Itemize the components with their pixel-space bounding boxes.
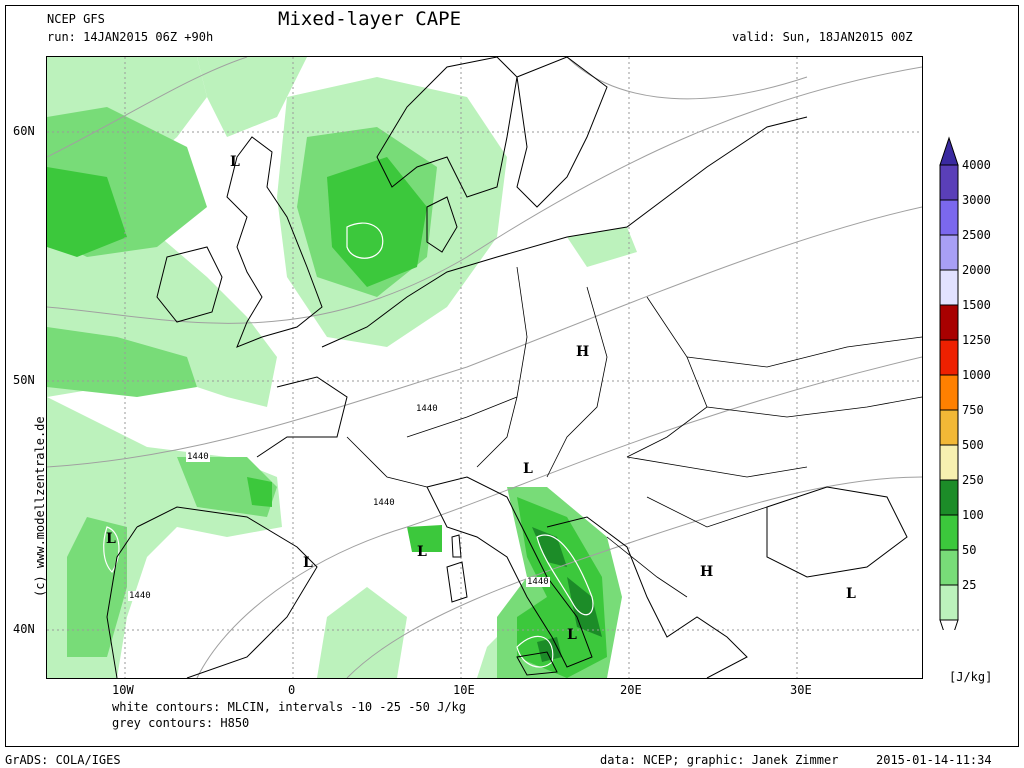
low-center: L: [230, 154, 240, 170]
lat-label-60n: 60N: [13, 124, 35, 138]
figure-frame: [5, 5, 1019, 747]
colorbar-swatch: [939, 514, 959, 551]
low-center: L: [567, 627, 577, 643]
mlcin-legend: white contours: MLCIN, intervals -10 -25…: [112, 700, 467, 714]
lat-label-50n: 50N: [13, 373, 35, 387]
colorbar-swatch: [939, 409, 959, 446]
colorbar-svg: [939, 136, 959, 630]
lat-lon-grid: [47, 57, 922, 678]
map-title: Mixed-layer CAPE: [278, 8, 462, 30]
low-center: L: [417, 544, 427, 560]
country-borders: [346, 266, 922, 598]
colorbar-swatch: [939, 339, 959, 376]
model-name: NCEP GFS: [47, 12, 105, 26]
h850-contours: [47, 57, 922, 678]
lon-label-20e: 20E: [620, 683, 642, 697]
lon-label-10w: 10W: [112, 683, 134, 697]
colorbar-swatch: [939, 549, 959, 586]
h850-legend: grey contours: H850: [112, 716, 250, 730]
colorbar-swatch: [939, 584, 959, 621]
contour-label: 1440: [526, 577, 550, 587]
valid-time: valid: Sun, 18JAN2015 00Z: [732, 30, 913, 44]
colorbar-label: 250: [962, 473, 984, 487]
colorbar-label: 1500: [962, 298, 991, 312]
colorbar-unit: [J/kg]: [949, 670, 993, 684]
contour-label: 1440: [186, 452, 210, 462]
colorbar-swatch: [939, 304, 959, 341]
contour-label: 1440: [415, 404, 439, 414]
colorbar-label: 25: [962, 578, 977, 592]
colorbar-swatch: [939, 374, 959, 411]
low-center: L: [303, 555, 313, 571]
colorbar-swatch: [939, 269, 959, 306]
colorbar-label: 100: [962, 508, 984, 522]
colorbar-swatch: [939, 164, 959, 201]
data-credit: data: NCEP; graphic: Janek Zimmer: [600, 753, 839, 767]
low-center: L: [846, 586, 856, 602]
high-center: H: [576, 344, 590, 360]
side-credit: (c) www.modellzentrale.de: [33, 416, 47, 597]
lon-label-10e: 10E: [453, 683, 475, 697]
low-center: L: [523, 461, 533, 477]
lon-label-0: 0: [288, 683, 296, 697]
colorbar-label: 2500: [962, 228, 991, 242]
low-center: L: [106, 531, 116, 547]
colorbar-label: 50: [962, 543, 977, 557]
colorbar-top-arrow: [939, 136, 959, 166]
run-info: run: 14JAN2015 06Z +90h: [47, 30, 214, 44]
colorbar-label: 1000: [962, 368, 991, 382]
colorbar-label: 500: [962, 438, 984, 452]
lat-label-40n: 40N: [13, 622, 35, 636]
lon-label-30e: 30E: [790, 683, 812, 697]
colorbar-bottom-arrow: [939, 619, 959, 630]
colorbar-label: 3000: [962, 193, 991, 207]
map-canvas: [47, 57, 922, 678]
colorbar-label: 1250: [962, 333, 991, 347]
grads-credit: GrADS: COLA/IGES: [5, 753, 121, 767]
colorbar-swatch: [939, 479, 959, 516]
colorbar-label: 2000: [962, 263, 991, 277]
map-panel: L L H L L L L H L 1440 1440 1440 1440 14…: [46, 56, 923, 679]
colorbar-swatch: [939, 199, 959, 236]
colorbar-swatch: [939, 234, 959, 271]
high-center: H: [700, 564, 714, 580]
colorbar-label: 750: [962, 403, 984, 417]
contour-label: 1440: [372, 498, 396, 508]
contour-label: 1440: [128, 591, 152, 601]
cape-shading-250: [532, 527, 602, 662]
timestamp: 2015-01-14-11:34: [876, 753, 992, 767]
colorbar-label: 4000: [962, 158, 991, 172]
colorbar-swatch: [939, 444, 959, 481]
coastlines: [106, 57, 908, 678]
